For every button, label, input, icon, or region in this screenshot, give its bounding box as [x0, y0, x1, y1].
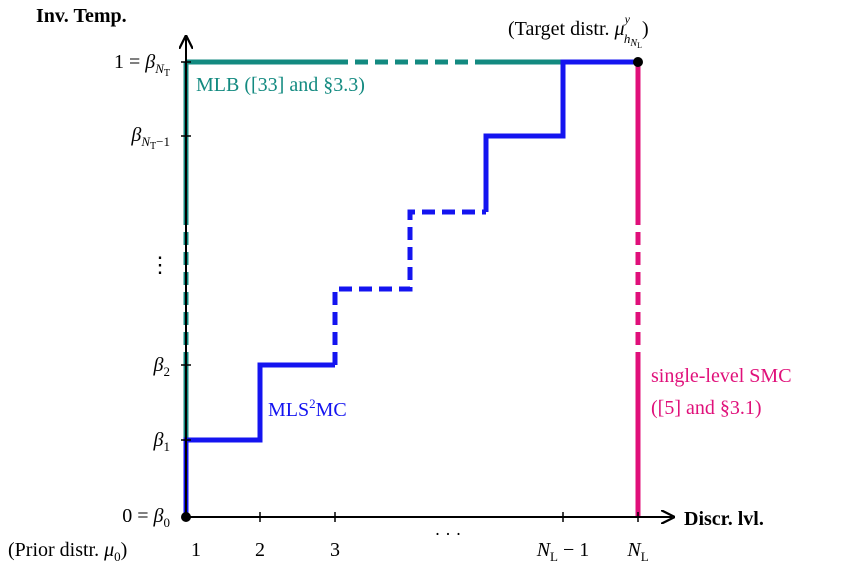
x-label-hdots: · · ·: [435, 524, 462, 544]
slsmc-label-line2: ([5] and §3.1): [651, 397, 762, 419]
x-label-1: 1: [191, 539, 201, 561]
mlb-label: MLB ([33] and §3.3): [196, 74, 365, 96]
slsmc-label-line1: single-level SMC: [651, 365, 792, 387]
mls2mc-label: MLS2MC: [268, 396, 347, 421]
x-label-2: 2: [255, 539, 265, 561]
mls2mc-path: [183, 59, 638, 517]
x-label-3: 3: [330, 539, 340, 561]
origin-point: [181, 512, 191, 522]
y-label-b0: 0 = β0: [122, 505, 170, 530]
x-label-nl: NL: [626, 539, 648, 564]
y-label-b2: β2: [153, 354, 170, 379]
x-label-nl-minus-1: NL − 1: [536, 539, 590, 564]
y-tick-marks: [181, 61, 191, 441]
x-axis-title: Discr. lvl.: [684, 508, 764, 530]
y-label-second: βNT−1: [130, 124, 170, 152]
prior-distribution-label: (Prior distr. μ0): [8, 539, 127, 564]
y-label-top: 1 = βNT: [114, 51, 170, 79]
target-distribution-label: (Target distr. μy hNL): [508, 12, 649, 50]
x-tick-marks: [259, 512, 639, 522]
target-point: [633, 57, 643, 67]
y-axis-title: Inv. Temp.: [36, 5, 127, 27]
y-label-b1: β1: [153, 429, 170, 454]
y-label-vdots: ⋮: [149, 252, 171, 277]
